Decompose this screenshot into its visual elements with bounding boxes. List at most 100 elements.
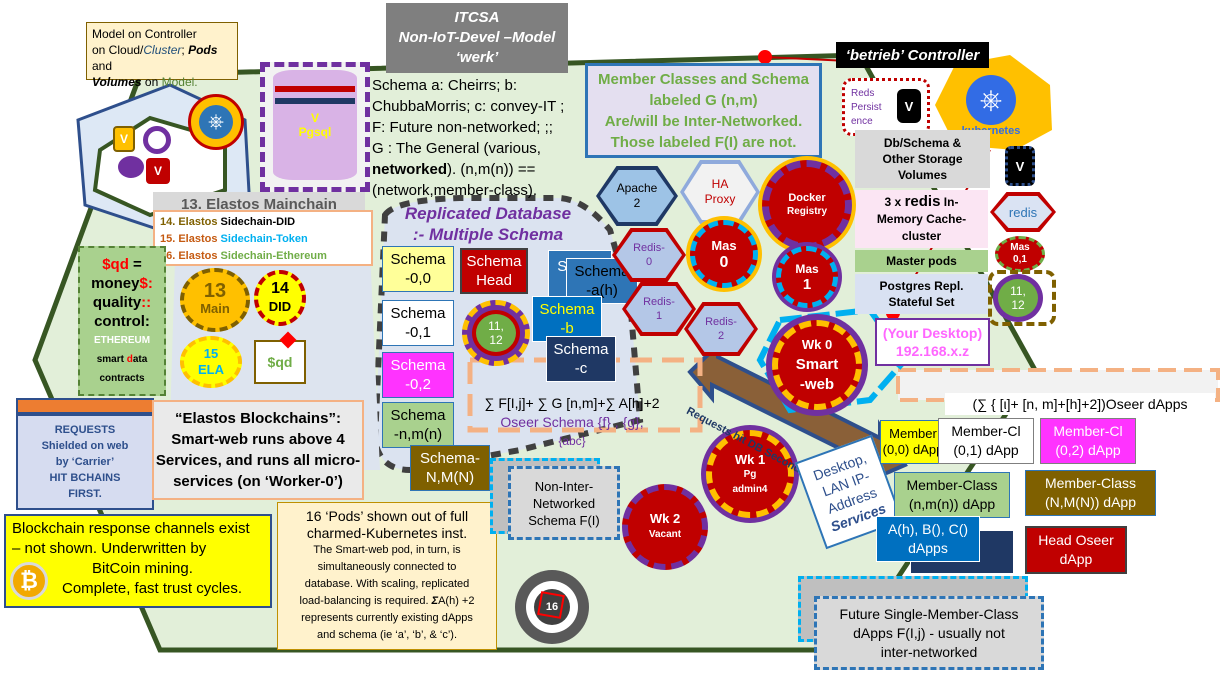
- kubernetes-logo: ⎈ kubernetes: [950, 70, 1032, 142]
- sh-b: Head: [476, 272, 512, 289]
- mas-1-pod: Mas 1: [776, 246, 838, 308]
- sidechain-16: 16. Elastos Sidechain-Ethereum: [160, 250, 327, 262]
- c13-label: Main: [200, 301, 230, 316]
- mas1-a: Mas: [795, 262, 819, 276]
- pn-7: represents currently existing dApps: [301, 612, 473, 624]
- money-2: money$:: [91, 274, 153, 292]
- fu-1: Future Single-Member-Class: [839, 605, 1019, 622]
- s01-a: Schema: [390, 305, 446, 322]
- schema-c: Schema -c: [546, 336, 616, 382]
- redis-cache-2: Memory Cache-: [876, 212, 967, 226]
- sah-b: -a(h): [586, 282, 618, 299]
- m00-a: Member: [889, 426, 937, 441]
- ni-1: Non-Inter-: [534, 478, 594, 494]
- ha-b: Proxy: [704, 192, 736, 206]
- worker-1-pgadmin: Wk 1 Pg admin4: [706, 430, 794, 518]
- mnm-a: Member-Class: [906, 477, 998, 493]
- schema-0-0: Schema -0,0: [382, 246, 454, 292]
- redis1-inner: Redis- 1: [626, 286, 692, 332]
- pgsql-stripe-2: [275, 98, 355, 104]
- chain-15-ela: 15 ELA: [180, 336, 242, 388]
- sah-a: Schema: [574, 263, 630, 280]
- ni-3: Schema F(I): [528, 512, 600, 528]
- m02-b: (0,2) dApp: [1055, 442, 1121, 458]
- worker-0-smart-web: Wk 0 Smart -web: [772, 320, 862, 410]
- schema-desc-3: F: Future non-networked; ;;: [372, 119, 553, 136]
- req-1: REQUESTS: [54, 424, 116, 436]
- docker-a: Docker: [788, 192, 826, 204]
- r2b: 2: [717, 330, 725, 342]
- schema-desc-1: Schema a: Cheirrs; b:: [372, 77, 518, 94]
- apache-b: 2: [633, 196, 641, 210]
- sh-a: Schema: [466, 253, 522, 270]
- pods-note: 16 ‘Pods’ shown out of full charmed-Kube…: [277, 502, 497, 650]
- wk0-a: Wk 0: [801, 337, 833, 352]
- ebc-2: Smart-web runs above 4: [171, 431, 345, 448]
- ho-b: dApp: [1059, 551, 1093, 567]
- schema-desc-2: ChubbaMorris; c: convey-IT ;: [372, 98, 565, 115]
- ni-2: Networked: [532, 495, 596, 511]
- wk0-b: Smart: [795, 356, 839, 373]
- mNM-a: Member-Class: [1044, 475, 1136, 491]
- oseer-dapps-sum: (∑ { [ι]+ [n, m]+[h]+2])Oseer dApps: [945, 393, 1215, 415]
- sqd-document: $qd: [254, 340, 306, 384]
- ebc-3: Services, and runs all micro-: [155, 452, 361, 469]
- title-box: ITCSA Non-IoT-Devel –Model ‘werk’: [386, 3, 568, 73]
- requests-box-header: [16, 398, 154, 414]
- ha-a: HA: [711, 177, 729, 191]
- rdb-2: :- Multiple Schema: [412, 225, 564, 244]
- persist-3: ence: [851, 116, 873, 127]
- helm-wheel-icon: ⎈: [199, 105, 233, 139]
- req-4: HIT BCHAINS: [49, 472, 121, 484]
- db-3: Volumes: [897, 168, 948, 182]
- r1112-a: 11,: [1010, 284, 1026, 298]
- sb-a: Schema: [539, 301, 595, 318]
- mas-01-pod: Mas 0,1: [995, 236, 1045, 272]
- r1a: Redis-: [643, 296, 675, 308]
- ebc-1: “Elastos Blockchains”:: [175, 410, 341, 427]
- pod-16-label: 16: [545, 601, 559, 613]
- controller-label: ‘betrieb’ Controller: [836, 42, 989, 68]
- pgsql-stripe: [275, 86, 355, 92]
- req-5: FIRST.: [68, 488, 102, 500]
- member-line-2: labeled G (n,m): [649, 91, 758, 109]
- replicated-db-title: Replicated Database :- Multiple Schema: [393, 202, 583, 246]
- bc-4: Complete, fast trust cycles.: [62, 580, 243, 597]
- mas-0-pod: Mas 0: [690, 220, 758, 288]
- mNM-b: (N,M(N)) dApp: [1044, 494, 1136, 510]
- right-volume-icon: V: [1005, 146, 1035, 186]
- ahbc-dapps: A(h), B(), C() dApps: [876, 516, 980, 562]
- apache-hex: Apache 2: [596, 166, 678, 226]
- docker-b: Registry: [786, 206, 827, 217]
- mas0-b: 0: [719, 254, 729, 271]
- req-3: by ‘Carrier’: [55, 456, 115, 468]
- ha-inner: HA Proxy: [684, 164, 756, 220]
- c15-num: 15: [203, 346, 219, 361]
- s00-b: -0,0: [405, 270, 431, 287]
- c15-label: ELA: [198, 362, 224, 377]
- snm-a: Schema: [390, 407, 446, 424]
- member-0-2-dapp: Member-Cl (0,2) dApp: [1040, 418, 1136, 464]
- member-n-m-dapp: Member-Class (n,m(n)) dApp: [894, 472, 1010, 518]
- money-7: contracts: [99, 372, 145, 384]
- volume-v-red-icon: V: [146, 158, 170, 184]
- wk2-a: Wk 2: [649, 511, 681, 526]
- member-line-1: Member Classes and Schema: [598, 70, 809, 88]
- docker-registry-pod: Docker Registry: [762, 160, 852, 250]
- sc-b: -c: [574, 360, 588, 377]
- schema-0-2: Schema -0,2: [382, 352, 454, 398]
- master-pods-label: Master pods: [855, 250, 988, 272]
- s02-a: Schema: [390, 357, 446, 374]
- m02-a: Member-Cl: [1053, 423, 1123, 439]
- pgsql-v-label: V: [310, 111, 319, 125]
- desktop-2: 192.168.x.z: [895, 343, 970, 359]
- non-inter-networked: Non-Inter- Networked Schema F(I): [508, 466, 620, 540]
- sb-b: -b: [560, 320, 574, 337]
- volume-v-icon: V: [113, 126, 135, 152]
- pn-6: load-balancing is required. ΣA(h) +2: [299, 595, 475, 607]
- worker-2-vacant: Wk 2 Vacant: [622, 484, 708, 570]
- mas0-a: Mas: [711, 238, 737, 253]
- sNM-b: N,M(N): [425, 469, 475, 486]
- schema-head: Schema Head: [460, 248, 528, 294]
- callout-line-3: Volumes on Model.: [92, 75, 198, 89]
